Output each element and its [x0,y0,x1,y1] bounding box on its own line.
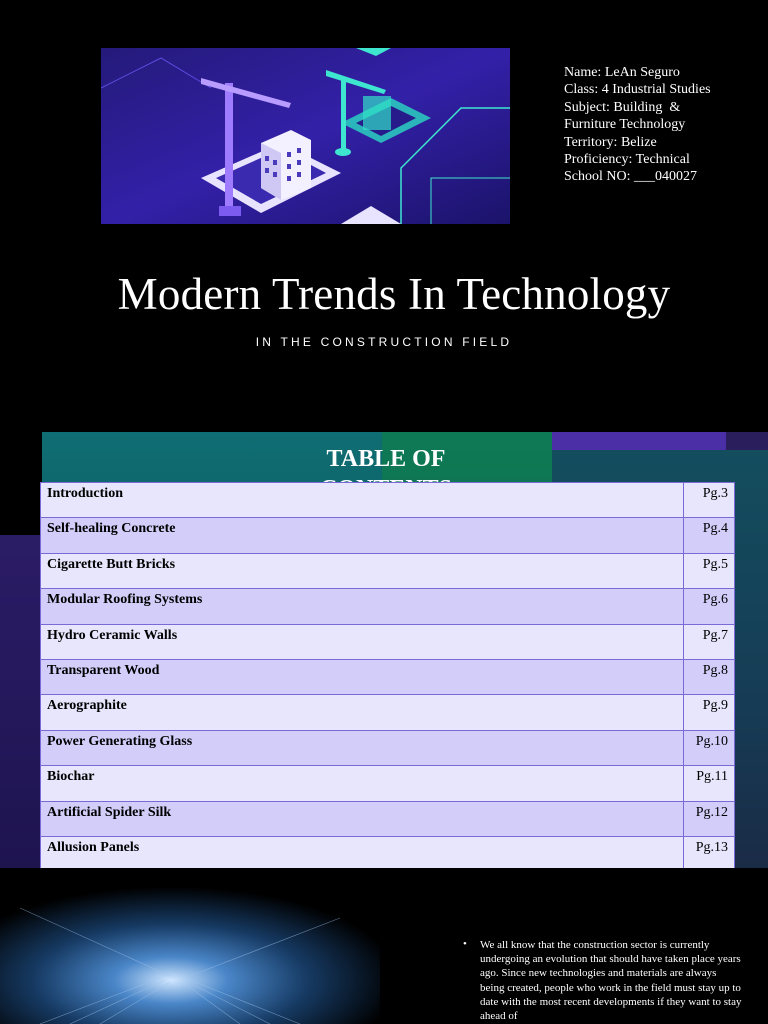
glass-building-image [0,868,380,1024]
info-subject: Subject: Building & [564,99,681,115]
toc-topic: Aerographite [40,694,684,731]
toc-topic: Modular Roofing Systems [40,588,684,625]
info-proficiency: Proficiency: Technical [564,152,690,168]
toc-row: Introduction Pg.3 [40,481,735,519]
info-territory: Territory: Belize [564,134,657,150]
bg-right-strip [726,432,768,450]
toc-row: Hydro Ceramic Walls Pg.7 [40,623,735,660]
student-info: Name: LeAn Seguro Class: 4 Industrial St… [564,64,711,186]
toc-row: Self-healing Concrete Pg.4 [40,517,735,554]
toc-topic: Cigarette Butt Bricks [40,552,684,590]
toc-topic: Transparent Wood [40,658,684,696]
toc-page-number: Pg.12 [683,800,735,837]
toc-topic: Self-healing Concrete [40,517,684,554]
toc-page-number: Pg.8 [683,658,735,696]
toc-topic: Artificial Spider Silk [40,800,684,837]
toc-page-number: Pg.4 [683,517,735,554]
bg-purple-block [552,432,726,450]
toc-page-number: Pg.13 [683,835,735,868]
toc-page-number: Pg.11 [683,765,735,802]
toc-page-number: Pg.5 [683,552,735,590]
presentation-subtitle: IN THE CONSTRUCTION FIELD [255,335,513,349]
toc-page-number: Pg.3 [683,481,735,519]
toc-topic: Hydro Ceramic Walls [40,623,684,660]
toc-topic: Power Generating Glass [40,729,684,767]
info-school-no: School NO: ___040027 [564,169,697,185]
cover-slide: Name: LeAn Seguro Class: 4 Industrial St… [0,0,768,432]
intro-body-text: We all know that the construction sector… [480,939,742,1023]
table-of-contents-slide: TABLE OF CONTENTS IntroductionPg.3Self-h… [0,432,768,868]
toc-page-number: Pg.7 [683,623,735,660]
toc-row: Modular Roofing Systems Pg.6 [40,588,735,625]
toc-row: Aerographite Pg.9 [40,694,735,731]
bg-left-purple [0,535,42,868]
bullet-marker: • [463,938,467,950]
toc-page-number: Pg.6 [683,588,735,625]
toc-row: Transparent Wood Pg.8 [40,658,735,696]
toc-row: Cigarette Butt Bricks Pg.5 [40,552,735,590]
toc-topic: Allusion Panels [40,835,684,868]
toc-row: Artificial Spider Silk Pg.12 [40,800,735,837]
toc-row: Biochar Pg.11 [40,765,735,802]
construction-illustration-image [101,48,510,224]
toc-table: Introduction Pg.3 Self-healing Concrete Pg.… [40,481,735,868]
toc-page-number: Pg.9 [683,694,735,731]
info-subject-cont: Furniture Technology [564,117,686,133]
info-class: Class: 4 Industrial Studies [564,82,711,98]
toc-topic: Introduction [40,481,684,519]
introduction-slide: • We all know that the construction sect… [0,868,768,1024]
toc-row: Allusion Panels Pg.13 [40,835,735,868]
toc-row: Power Generating Glass Pg.10 [40,729,735,767]
info-name: Name: LeAn Seguro [564,65,680,80]
toc-topic: Biochar [40,765,684,802]
toc-page-number: Pg.10 [683,729,735,767]
presentation-title: Modern Trends In Technology [117,269,671,319]
